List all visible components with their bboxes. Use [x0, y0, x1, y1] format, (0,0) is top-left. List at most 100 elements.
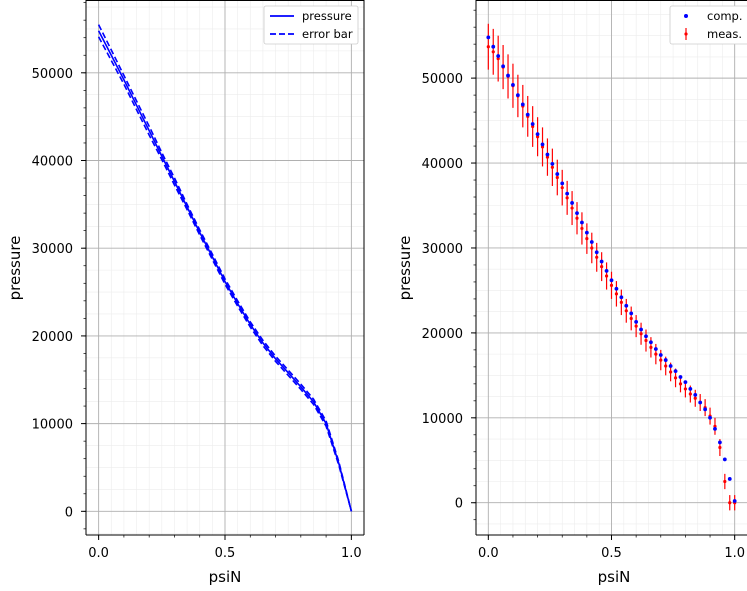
meas-point [678, 382, 683, 386]
left-x-tick-label: 0.5 [215, 546, 236, 561]
meas-point [496, 56, 500, 61]
right-axes: 0.0 0.5 1.0 0 10000 20000 30000 40000 50000 [422, 0, 747, 561]
meas-point [644, 338, 648, 343]
comp-point [501, 64, 505, 69]
comp-point [589, 240, 594, 244]
comp-point [515, 93, 520, 98]
meas-point [535, 135, 540, 139]
left-y-tick-label: 0 [65, 505, 73, 520]
comp-point [506, 73, 510, 78]
comp-point [545, 152, 550, 157]
comp-point [530, 122, 535, 126]
left-x-tick-label: 0.0 [88, 546, 109, 561]
comp-point [713, 426, 717, 431]
right-series [486, 23, 737, 511]
meas-point [491, 50, 495, 54]
comp-point [653, 347, 658, 351]
right-y-tick-label: 20000 [422, 327, 463, 342]
legend-comp-label: comp. [707, 9, 743, 23]
comp-point [698, 400, 703, 405]
left-x-axis-label: psiN [209, 568, 242, 586]
comp-point [491, 44, 496, 49]
left-y-tick-label: 30000 [32, 242, 73, 257]
left-chart-panel: 0.0 0.5 1.0 0 10000 20000 30000 40000 50000 psiN… [6, 0, 365, 586]
comp-point [604, 268, 609, 273]
left-y-tick-label: 20000 [32, 330, 73, 345]
legend-pressure-label: pressure [302, 9, 352, 23]
comp-point [560, 181, 565, 186]
right-x-axis-label: psiN [598, 568, 631, 586]
comp-point [678, 375, 683, 379]
left-grid [85, 0, 364, 535]
comp-point [732, 499, 737, 503]
meas-point [540, 145, 545, 149]
comp-point [609, 278, 614, 283]
legend-comp-swatch [684, 14, 688, 18]
meas-point [624, 309, 628, 313]
right-y-axis-label: pressure [396, 236, 414, 301]
comp-point [649, 340, 653, 345]
comp-point [496, 54, 501, 58]
meas-point [718, 445, 722, 450]
left-axes: 0.0 0.5 1.0 0 10000 20000 30000 40000 50000 [32, 0, 365, 561]
comp-point [644, 334, 648, 339]
right-chart-panel: 0.0 0.5 1.0 0 10000 20000 30000 40000 50000 psiN… [396, 0, 747, 586]
comp-point [525, 112, 530, 117]
comp-point [570, 201, 574, 205]
comp-point [722, 457, 727, 462]
left-y-tick-label: 50000 [32, 67, 73, 82]
right-y-tick-label: 0 [455, 497, 463, 512]
meas-point [545, 155, 550, 159]
comp-point [693, 392, 698, 397]
meas-point [688, 392, 692, 396]
meas-point [555, 175, 559, 180]
legend-meas-swatch [684, 32, 688, 36]
comp-point [624, 303, 629, 308]
comp-point [688, 387, 693, 391]
comp-point [639, 327, 643, 332]
legend-meas-label: meas. [707, 27, 742, 41]
comp-point [486, 35, 491, 40]
comp-point [584, 230, 589, 235]
meas-point [580, 226, 584, 231]
right-legend: comp. meas. [669, 5, 747, 45]
comp-point [673, 369, 678, 374]
meas-point [723, 479, 727, 484]
right-y-tick-label: 10000 [422, 412, 463, 427]
pressure-line [97, 30, 353, 512]
meas-point [585, 237, 589, 241]
error-bar-upper-line [97, 24, 353, 512]
meas-point [713, 424, 717, 428]
left-series [97, 24, 353, 512]
comp-point [614, 286, 619, 291]
meas-point [531, 124, 535, 129]
comp-point [594, 250, 599, 255]
meas-point [629, 316, 633, 321]
comp-point [535, 132, 540, 137]
comp-point [565, 191, 570, 196]
comp-point [634, 319, 639, 324]
right-legend-box [669, 5, 747, 45]
right-x-tick-label: 1.0 [724, 546, 745, 561]
comp-point [540, 142, 545, 147]
comp-point [619, 295, 624, 300]
meas-point [619, 300, 623, 304]
meas-point [639, 332, 643, 336]
meas-point [649, 345, 653, 349]
meas-point [654, 352, 658, 356]
meas-point [669, 370, 673, 374]
comp-point [727, 477, 732, 481]
left-legend: pressure error bar [263, 5, 359, 45]
right-y-tick-label: 50000 [422, 72, 463, 87]
meas-point [560, 186, 564, 190]
meas-point [609, 283, 614, 287]
comp-point [511, 83, 515, 87]
meas-point [575, 216, 579, 220]
meas-point [683, 387, 688, 391]
right-y-tick-label: 30000 [422, 242, 463, 257]
comp-point [663, 358, 668, 362]
meas-point [664, 364, 668, 368]
comp-point [555, 172, 560, 176]
comp-point [718, 440, 722, 445]
